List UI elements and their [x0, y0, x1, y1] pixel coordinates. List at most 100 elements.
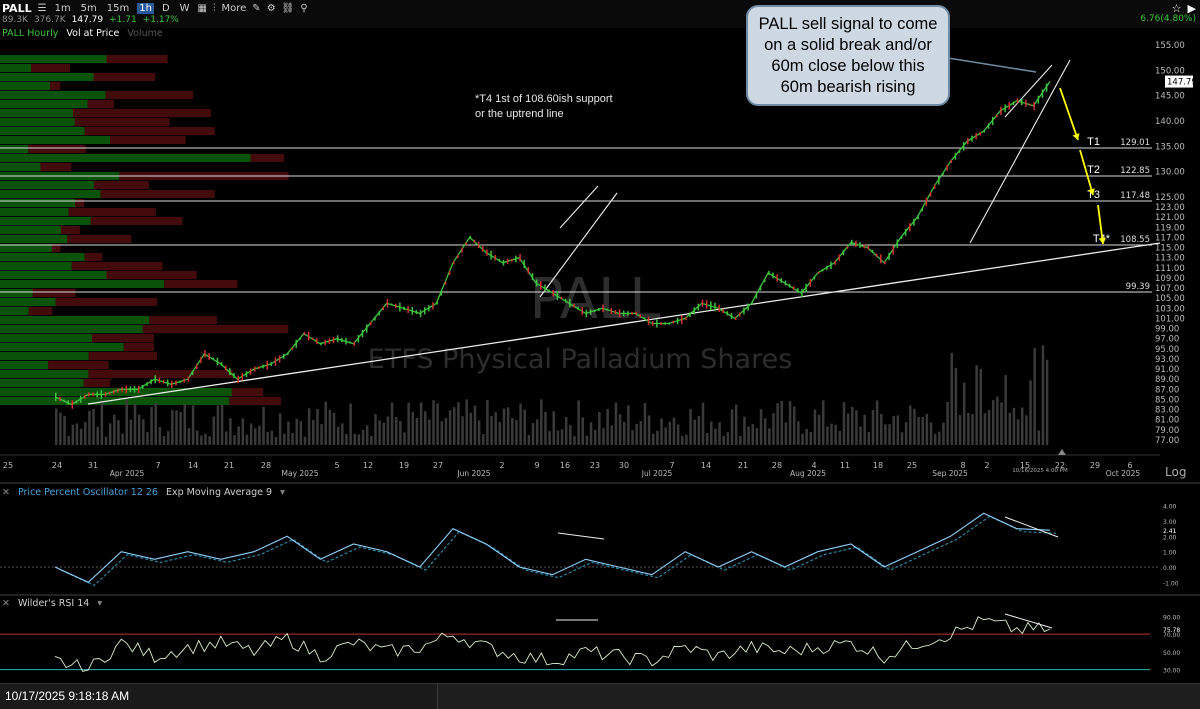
volume-bar	[1000, 402, 1003, 445]
ticker-symbol[interactable]: PALL	[2, 1, 32, 15]
volume-bar	[635, 423, 638, 445]
tf-1h[interactable]: 1h	[137, 2, 154, 14]
x-tick-label: 5	[334, 461, 339, 470]
candle	[233, 372, 235, 378]
volume-bar	[589, 422, 593, 445]
candle	[826, 265, 828, 270]
volume-bar	[967, 412, 970, 445]
close-icon[interactable]: ✕	[2, 487, 10, 498]
volume-bar	[531, 422, 535, 445]
toolbar: PALL ☰ 1m 5m 15m 1h D W ▦ ⫶ More ✎ ⚙ ⛓ ⚲…	[0, 0, 1200, 28]
volume-label[interactable]: Volume	[127, 28, 163, 39]
vap-bar-up	[0, 127, 85, 135]
candle	[133, 385, 136, 393]
candle	[378, 311, 380, 316]
candle	[527, 267, 530, 274]
volume-bar	[851, 406, 854, 445]
chart-style-label[interactable]: PALL Hourly	[2, 28, 59, 39]
tf-15m[interactable]: 15m	[106, 2, 130, 14]
candle	[498, 258, 501, 262]
x-tick-label: 8	[960, 461, 965, 470]
candle	[490, 250, 492, 260]
tf-w[interactable]: W	[179, 2, 190, 14]
price-chart[interactable]: 77.0079.0081.0083.0085.0087.0089.0091.00…	[0, 0, 1200, 683]
last-price: 147.79	[71, 15, 104, 25]
x-tick-label: 27	[433, 461, 443, 470]
tf-d[interactable]: D	[161, 2, 170, 14]
candle	[643, 317, 646, 320]
candle	[469, 235, 472, 240]
volume-bar	[229, 418, 232, 445]
calendar-icon[interactable]: ▦	[197, 2, 207, 14]
volume-bar	[880, 413, 883, 445]
volume-bar	[432, 400, 435, 445]
candle	[75, 400, 78, 404]
list-icon[interactable]: ☰	[37, 2, 47, 14]
chevron-down-icon[interactable]: ▾	[97, 598, 103, 609]
ppo-name[interactable]: Price Percent Oscillator 12 26	[17, 487, 158, 498]
volume-bar	[324, 401, 327, 445]
volume-bar	[975, 365, 978, 445]
volume-bar	[258, 425, 261, 445]
draw-icon[interactable]: ✎	[252, 2, 261, 14]
rsi-name[interactable]: Wilder's RSI 14	[17, 598, 90, 609]
ppo-line	[54, 512, 1051, 583]
tf-1m[interactable]: 1m	[54, 2, 71, 14]
play-icon[interactable]: ▶	[1187, 2, 1196, 15]
candle	[432, 302, 434, 310]
candle	[287, 352, 289, 356]
chevron-down-icon[interactable]: ▾	[280, 487, 285, 498]
candle	[805, 283, 807, 293]
y-tick-label: 123.00	[1155, 203, 1185, 213]
right-change: 6.76(4.80%)	[1140, 14, 1196, 24]
candle	[763, 278, 766, 283]
rsi-tick: 90.00	[1163, 614, 1180, 621]
x-tick-label: 14	[188, 461, 198, 470]
settings-icon[interactable]: ⚙	[266, 2, 276, 14]
rsi-panel: 90.00 70.00 50.00 30.00 75.78	[0, 594, 1200, 675]
candle	[987, 123, 990, 129]
star-icon[interactable]: ☆	[1171, 2, 1182, 15]
candle	[581, 306, 584, 315]
volume-bar	[88, 410, 91, 445]
volume-bar	[548, 431, 551, 445]
volume-bar	[220, 404, 224, 445]
link-icon[interactable]: ⛓	[281, 2, 295, 14]
y-tick-label: 77.00	[1155, 436, 1179, 446]
vap-bar-down	[32, 289, 76, 297]
vol-at-price-label[interactable]: Vol at Price	[66, 28, 120, 39]
volume-bar	[676, 424, 680, 445]
close-icon[interactable]: ✕	[2, 598, 10, 609]
volume-bar	[200, 435, 203, 445]
x-tick-label: 12	[363, 461, 373, 470]
vap-bar-up	[0, 370, 89, 378]
log-scale-toggle[interactable]: Log	[1165, 465, 1187, 479]
pin-icon[interactable]: ⚲	[300, 2, 308, 14]
volume-bar	[540, 399, 543, 445]
vap-bar-up	[0, 55, 107, 63]
ppo-signal-name[interactable]: Exp Moving Average 9	[165, 487, 273, 498]
volume-bar	[942, 422, 945, 445]
chart-type-icon[interactable]: ⫶	[213, 2, 216, 14]
volume-value: 89.3K	[2, 15, 28, 25]
y-tick-label: 81.00	[1155, 416, 1179, 426]
volume-bar	[502, 408, 506, 445]
candle	[1004, 104, 1006, 113]
volume-bar	[191, 405, 195, 445]
volume-bar	[896, 415, 900, 445]
target-value: 99.39	[1126, 282, 1150, 292]
x-tick-label: 19	[399, 461, 409, 470]
volume-bar	[440, 421, 444, 445]
tf-5m[interactable]: 5m	[80, 2, 97, 14]
volume-bar	[274, 436, 278, 445]
vap-bar-down	[105, 91, 194, 99]
more-button[interactable]: More	[221, 2, 247, 14]
volume-bar	[639, 421, 643, 445]
vap-bar-down	[75, 199, 85, 207]
candle	[722, 308, 724, 314]
candle	[718, 304, 720, 312]
x-tick-label: Sep 2025	[932, 469, 968, 478]
candle	[283, 354, 285, 359]
y-tick-label: 93.00	[1155, 355, 1179, 365]
